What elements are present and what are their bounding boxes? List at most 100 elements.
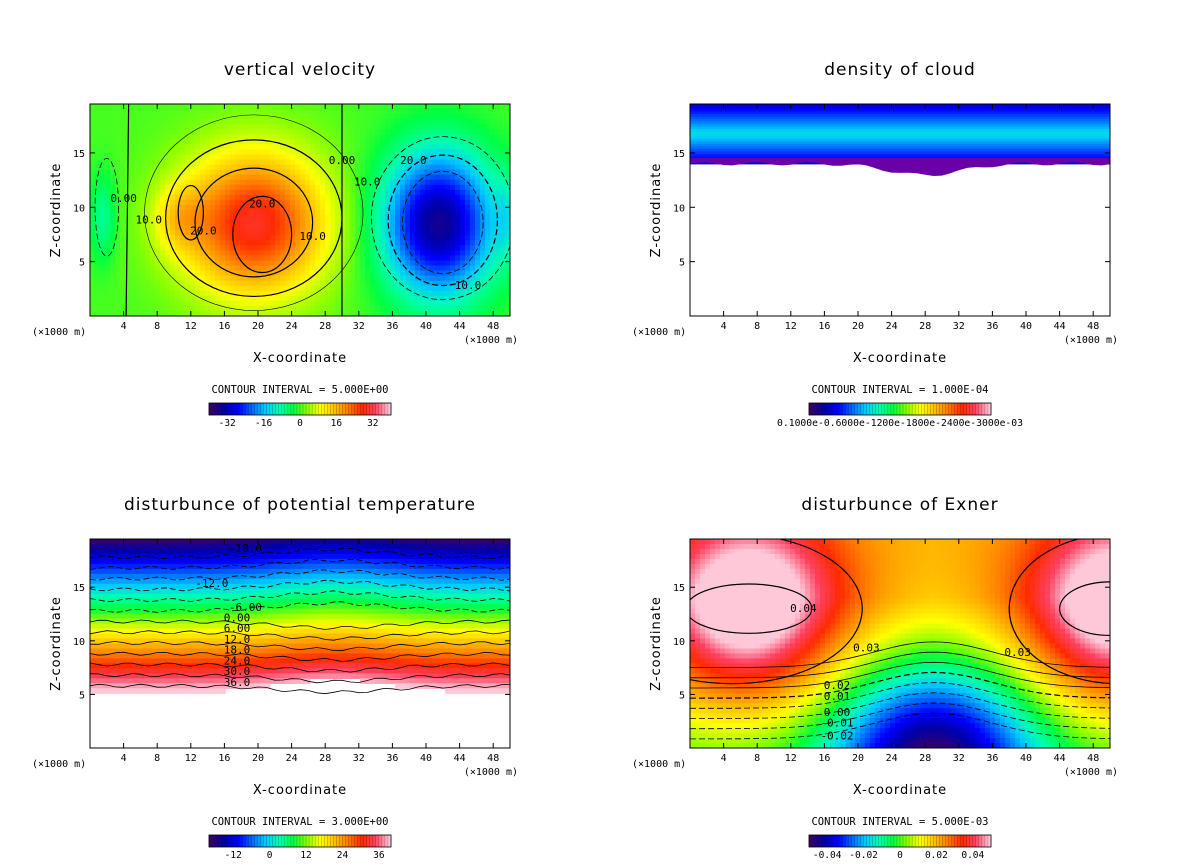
field-cell xyxy=(385,230,391,236)
field-cell xyxy=(350,199,356,206)
field-cell xyxy=(425,220,431,226)
field-cell xyxy=(325,225,331,231)
field-cell xyxy=(195,184,201,191)
colorbar-swatch xyxy=(863,403,868,415)
field-cell xyxy=(340,144,346,151)
field-cell xyxy=(190,648,196,655)
field-cell xyxy=(275,305,281,312)
field-cell xyxy=(365,230,371,236)
field-cell xyxy=(500,215,506,221)
field-cell xyxy=(115,210,121,216)
field-cell xyxy=(255,295,261,302)
x-unit-left: (×1000 m) xyxy=(32,327,86,338)
field-cell xyxy=(490,134,496,140)
field-cell xyxy=(115,270,121,277)
field-cell xyxy=(225,109,231,115)
field-cell xyxy=(95,623,101,630)
field-cell xyxy=(100,109,106,115)
field-cell xyxy=(200,658,206,665)
field-cell xyxy=(475,129,481,135)
field-cell xyxy=(235,179,241,186)
cloud-field xyxy=(690,104,1110,176)
field-cell xyxy=(505,174,510,181)
field-cell xyxy=(210,260,216,267)
field-cell xyxy=(355,255,361,262)
field-cell xyxy=(485,189,491,196)
field-cell xyxy=(200,124,206,130)
field-cell xyxy=(205,628,211,635)
x-tick-label: 44 xyxy=(454,321,466,332)
contour-line xyxy=(144,114,364,311)
field-cell xyxy=(320,210,326,216)
field-cell xyxy=(185,139,191,145)
field-cell xyxy=(95,154,101,161)
field-cell xyxy=(505,230,510,236)
field-cell xyxy=(160,220,166,226)
field-cell xyxy=(500,250,506,257)
field-cell xyxy=(160,245,166,251)
field-cell xyxy=(475,270,481,277)
field-cell xyxy=(225,245,231,251)
field-cell xyxy=(370,169,376,176)
field-cell xyxy=(325,154,331,161)
field-cell xyxy=(240,119,246,125)
field-cell xyxy=(225,613,231,620)
field-cell xyxy=(440,149,446,156)
field-cell xyxy=(425,245,431,251)
field-cell xyxy=(365,144,371,151)
field-cell xyxy=(455,204,461,211)
field-cell xyxy=(465,285,471,292)
field-cell xyxy=(180,653,186,660)
field-cell xyxy=(130,225,136,231)
field-cell xyxy=(175,265,181,272)
field-cell xyxy=(95,109,101,115)
field-cell xyxy=(155,210,161,216)
field-cell xyxy=(230,300,236,307)
field-cell xyxy=(140,290,146,297)
field-cell xyxy=(470,270,476,277)
field-cell xyxy=(125,633,131,640)
field-cell xyxy=(505,280,510,287)
field-cell xyxy=(340,310,346,316)
field-cell xyxy=(270,174,276,181)
contour-line xyxy=(387,154,498,287)
field-cell xyxy=(290,199,296,206)
field-cell xyxy=(440,174,446,181)
field-cell xyxy=(145,154,151,161)
field-cell xyxy=(245,573,251,580)
field-cell xyxy=(370,305,376,312)
field-cell xyxy=(415,245,421,251)
field-cell xyxy=(115,154,121,161)
field-cell xyxy=(465,109,471,115)
field-cell xyxy=(155,235,161,241)
field-cell xyxy=(135,638,141,645)
field-cell xyxy=(220,230,226,236)
field-cell xyxy=(115,628,121,635)
field-cell xyxy=(400,154,406,161)
field-cell xyxy=(430,240,436,246)
field-cell xyxy=(350,270,356,277)
field-cell xyxy=(260,543,266,550)
field-cell xyxy=(175,275,181,282)
field-cell xyxy=(115,285,121,292)
field-cell xyxy=(280,164,286,171)
field-cell xyxy=(400,245,406,251)
field-cell xyxy=(90,548,96,555)
field-cell xyxy=(250,210,256,216)
field-cell xyxy=(320,250,326,257)
colorbar-tick-label: 32 xyxy=(367,418,378,429)
field-cell xyxy=(485,215,491,221)
field-cell xyxy=(460,189,466,196)
field-cell xyxy=(350,280,356,287)
field-cell xyxy=(155,633,161,640)
field-cell xyxy=(150,290,156,297)
field-cell xyxy=(350,250,356,257)
field-cell xyxy=(240,578,246,585)
field-cell xyxy=(165,678,171,684)
field-cell xyxy=(445,295,451,302)
field-cell xyxy=(355,174,361,181)
field-cell xyxy=(330,255,336,262)
field-cell xyxy=(215,628,221,635)
field-cell xyxy=(275,189,281,196)
field-cell xyxy=(290,265,296,272)
